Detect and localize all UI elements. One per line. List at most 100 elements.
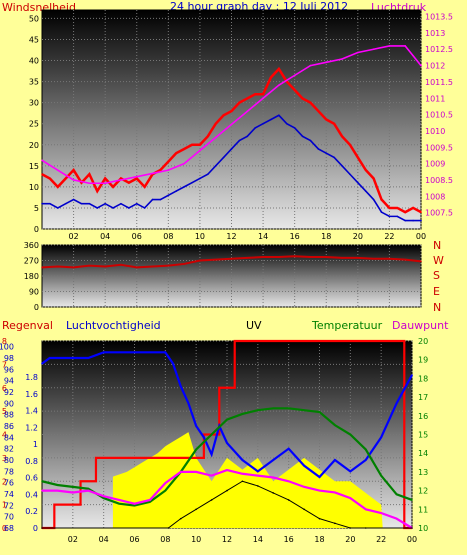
pressure-point [357,51,359,54]
x-tick-label: 00 [407,535,417,544]
gust-point [214,165,217,167]
pressure-point [388,45,391,47]
direction-point [56,265,59,268]
y2-tick-label: 1012.5 [425,45,453,54]
pressure-point [262,97,264,100]
pressure-point [341,58,343,60]
regenval-point [218,433,221,436]
gust-point [88,202,91,205]
regenval-point [79,503,82,506]
y-tick-label: 10 [29,183,39,192]
humidity-tick-label: 68 [4,524,14,533]
temperatuur-point [210,433,213,436]
temperatuur-point [364,448,367,451]
luchtvochtigheid-point [56,357,59,359]
solar-line [42,480,412,529]
wind-point [104,177,106,180]
luchtvochtigheid-point [187,402,190,405]
gust-point [246,135,249,138]
dauwpunt-point [210,474,213,477]
gust-point [128,207,130,209]
gust-point [404,219,407,222]
uv-tick-label: 0.8 [25,457,38,466]
gust-point [191,181,193,184]
solar-point [241,480,244,483]
wind-point [270,76,272,79]
humidity-tick-label: 94 [4,377,14,386]
temperatuur-point [149,501,151,503]
dauwpunt-point [257,474,259,477]
temperatuur-point [395,493,398,496]
y2-tick-label: 1011 [425,94,445,103]
pressure-point [88,182,91,185]
luchtvochtigheid-point [72,357,74,359]
humidity-tick-label: 96 [4,365,14,374]
gust-point [112,207,114,209]
gust-point [167,194,170,197]
y2-tick-label: 1008.5 [425,176,453,185]
direction-point [293,255,296,257]
y2-tick-label: 1009.5 [425,143,453,152]
wind-point [41,173,43,176]
x-tick-label: 18 [321,232,331,241]
gust-point [262,122,264,125]
pressure-point [309,64,312,67]
temperatuur-point [349,433,352,436]
luchtvochtigheid-point [257,470,259,473]
y2-tick-label: 1010 [425,127,445,136]
x-tick-label: 00 [416,232,426,241]
wind-point [96,190,99,192]
temperatuur-point [287,407,290,410]
temp-tick-label: 13 [418,468,428,477]
wind-point [301,97,304,100]
gust-point [285,122,288,125]
x-tick-label: 18 [314,535,324,544]
gust-point [151,198,154,201]
gust-point [357,181,359,184]
y-tick-label: 50 [29,14,39,23]
direction-point [309,256,312,258]
temp-tick-label: 15 [418,431,428,440]
y-tick-label: 0 [34,225,39,234]
luchtvochtigheid-point [241,459,244,461]
luchtvochtigheid-point [133,351,136,354]
luchtvochtigheid-point [364,459,367,461]
x-tick-label: 10 [191,535,201,544]
humidity-tick-label: 76 [4,479,14,488]
humidity-tick-label: 90 [4,399,14,408]
gust-point [238,139,241,142]
y-tick-label: 25 [29,120,39,129]
pressure-point [420,64,422,67]
gust-point [135,202,138,205]
pressure-point [325,61,328,64]
temperature-axis-title: Temperatuur [312,319,383,332]
gust-point [120,202,122,205]
pressure-point [72,179,75,181]
solar-point [257,485,259,487]
rain-tick-label: 2 [2,477,7,486]
compass-n-top: N [433,239,442,252]
temperatuur-point [41,480,43,483]
pressure-point [214,136,217,139]
dauwpunt-point [164,482,167,484]
regenval-point [79,480,82,483]
temperatuur-point [226,418,228,421]
x-tick-label: 08 [160,535,170,544]
humidity-tick-label: 80 [4,456,14,465]
y2-tick-label: 1010.5 [425,111,453,120]
pressure-point [293,74,296,77]
direction-point [214,258,217,261]
direction-point [41,266,43,269]
x-tick-label: 02 [68,232,78,241]
luchtvochtigheid-point [149,351,151,354]
pressure-point [412,54,414,57]
dauwpunt-point [318,489,321,492]
luchtvochtigheid-point [172,362,174,365]
humidity-tick-label: 82 [4,445,14,454]
luchtvochtigheid-point [203,436,205,439]
humidity-tick-label: 100 [0,343,14,352]
dauwpunt-point [179,471,182,473]
temp-tick-label: 10 [418,524,428,533]
direction-point [72,266,75,269]
pressure-point [246,110,249,113]
